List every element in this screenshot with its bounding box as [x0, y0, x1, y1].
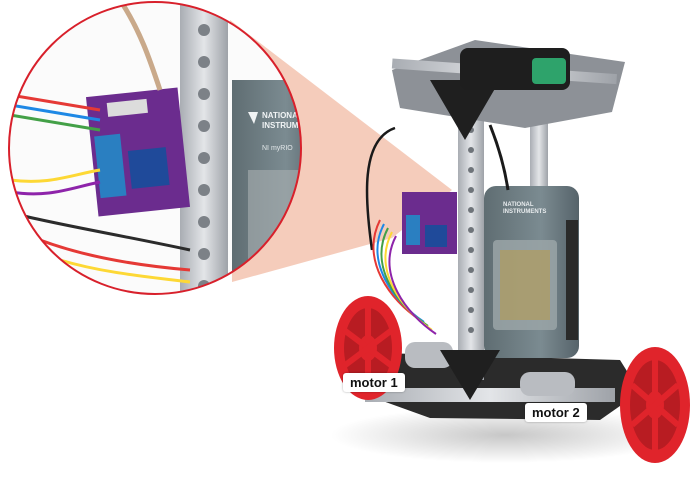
zoom-beam-holes	[198, 24, 210, 292]
myrio-brand-small-2: INSTRUMENTS	[503, 209, 546, 215]
battery-green-cell	[532, 58, 566, 84]
side-cable	[365, 126, 396, 251]
left-wheel	[334, 296, 402, 400]
zoom-callout: NATIONAL INSTRUMENTS NI myRIO	[8, 1, 320, 295]
zoom-model-label: NI myRIO	[262, 145, 293, 152]
zoom-brand-line2: INSTRUMENTS	[262, 121, 320, 130]
rear-vertical-beam	[530, 120, 548, 200]
zoom-ring	[8, 1, 302, 295]
main-vertical-beam	[458, 110, 484, 380]
motor-2-body	[520, 372, 575, 396]
ni-logo-mark	[248, 112, 258, 124]
lower-bracket	[440, 350, 500, 400]
motor-driver-board	[402, 192, 457, 254]
motor-1-body	[405, 342, 453, 368]
right-wheel	[620, 347, 690, 463]
robot: NATIONAL INSTRUMENTS	[334, 40, 690, 463]
floor-shadow	[330, 407, 680, 463]
beam-holes	[468, 127, 474, 333]
zoom-brand-line1: NATIONAL	[262, 111, 303, 120]
usb-cable	[488, 124, 510, 191]
myrio-brand-small: NATIONAL	[503, 202, 534, 208]
wire-bundle	[372, 219, 437, 335]
motor-1-label: motor 1	[343, 373, 405, 392]
motor-2-label: motor 2	[525, 403, 587, 422]
top-bracket	[430, 80, 500, 140]
zoom-motor-driver-board	[85, 87, 191, 217]
zoom-vertical-beam	[180, 2, 228, 294]
myrio-device: NATIONAL INSTRUMENTS	[484, 186, 579, 358]
